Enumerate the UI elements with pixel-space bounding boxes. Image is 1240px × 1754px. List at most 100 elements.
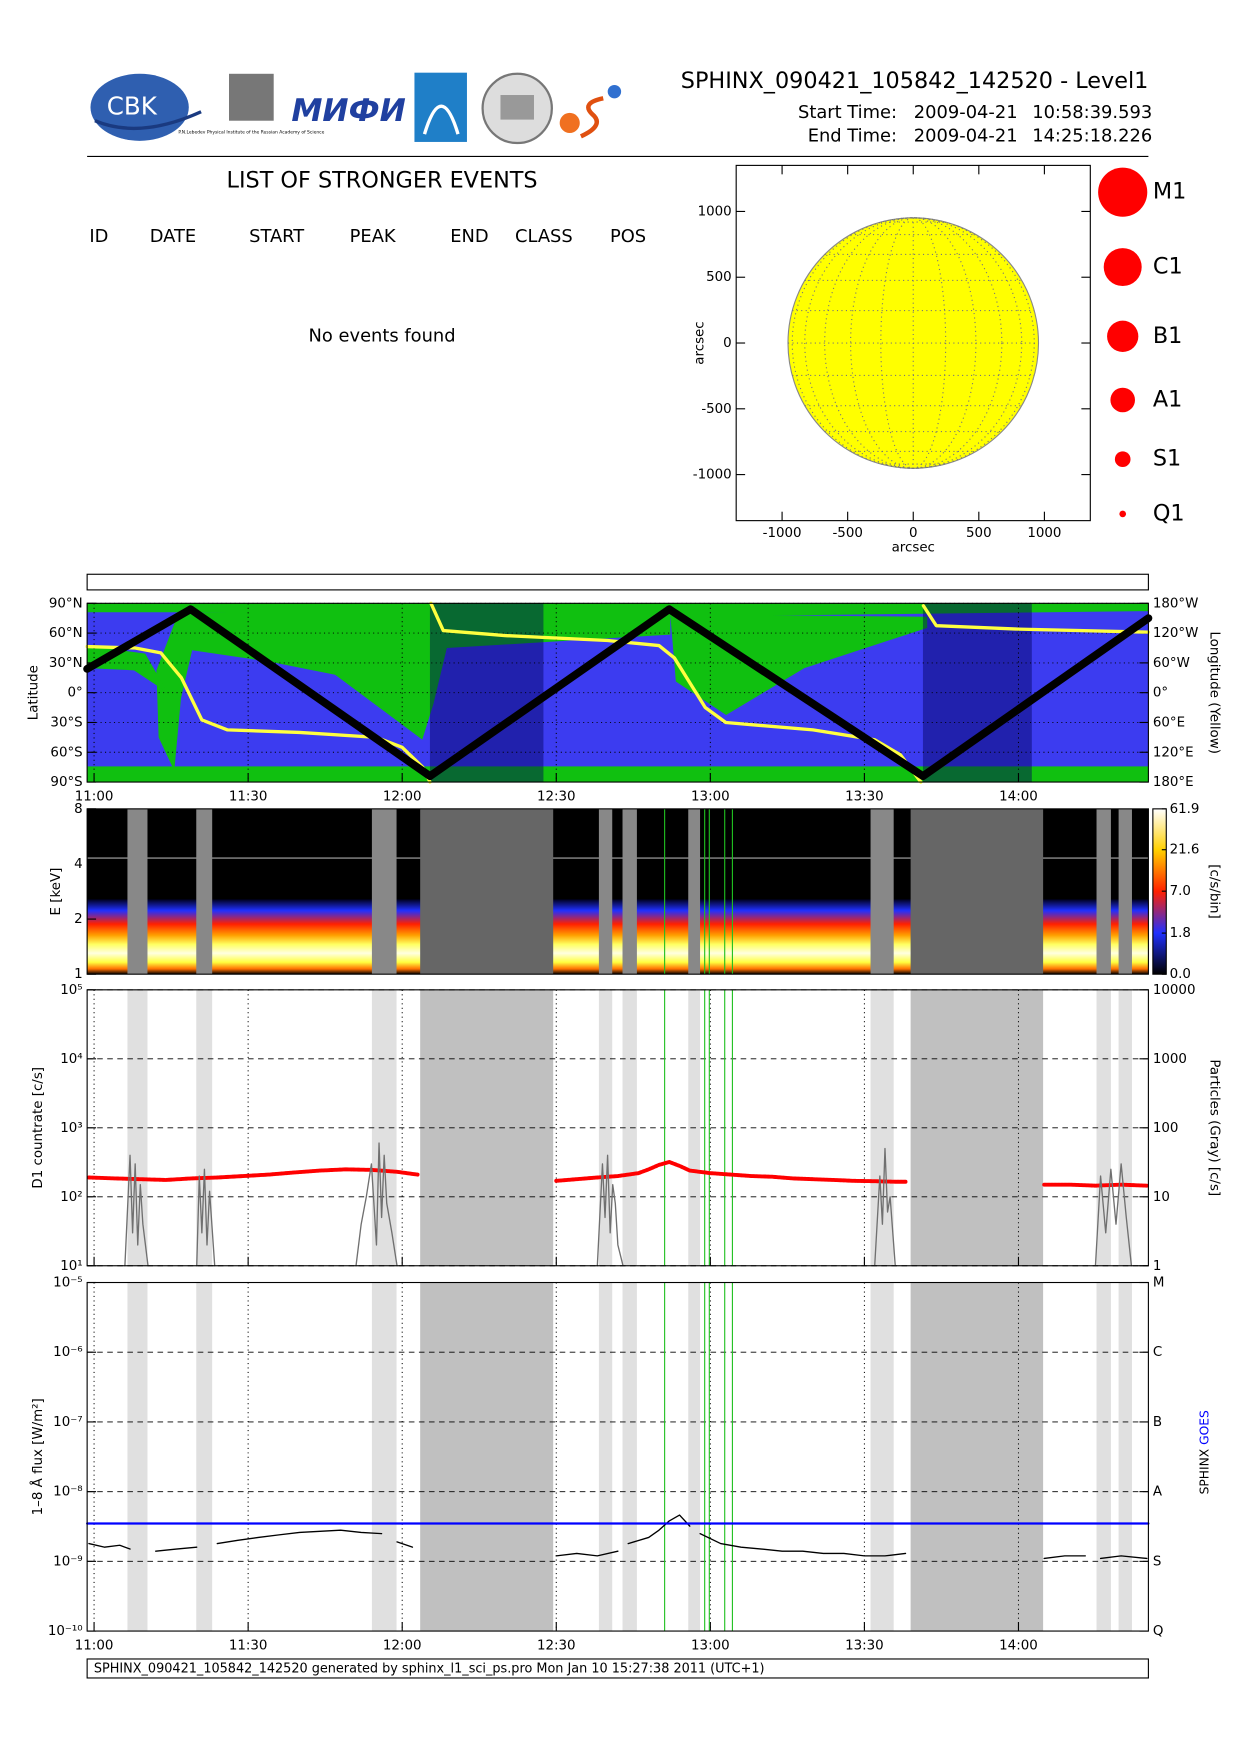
legend-dot (1107, 320, 1139, 352)
y-axis-label: arcsec (692, 321, 707, 364)
data-gap (870, 1282, 894, 1632)
y-tick-label: 8 (74, 802, 83, 817)
data-gap (688, 1282, 701, 1632)
y-tick-label: 30°N (49, 656, 83, 671)
x-tick-label: 14:00 (999, 790, 1038, 805)
y-tick-label: -500 (701, 402, 731, 417)
legend-dot (1103, 248, 1142, 287)
info-box (86, 573, 1149, 591)
y-tick-label: 10⁻⁹ (53, 1554, 82, 1569)
x-tick-label: 13:30 (845, 790, 884, 805)
data-gap (622, 808, 637, 975)
data-gap (196, 1282, 213, 1632)
logo-globe (607, 84, 622, 99)
y2-axis-label: Particles (Gray) [c/s] (1206, 1059, 1221, 1196)
logo-caption: P.N.Lebedev Physical Institute of the Ru… (178, 129, 324, 135)
x-tick-label: -1000 (763, 526, 802, 541)
data-gap (127, 808, 148, 975)
data-gap (196, 808, 213, 975)
logos: CBK P.N.Lebedev Physical Institute of th… (90, 72, 622, 145)
end-time: 14:25:18.226 (1032, 125, 1152, 146)
y2-tick-label: 180°W (1153, 596, 1199, 611)
y2-tick-label: 180°E (1153, 775, 1194, 790)
axes-frame (86, 808, 1149, 975)
y2-tick-label: 1 (1153, 1259, 1162, 1274)
start-date: 2009-04-21 (914, 102, 1018, 123)
y-tick-label: 0 (723, 336, 732, 351)
land-south (87, 766, 1149, 783)
colorbar-label: 7.0 (1170, 884, 1191, 899)
events-message: No events found (309, 325, 456, 346)
y2-axis-label: Longitude (Yellow) (1206, 631, 1221, 754)
y-tick-label: 2 (74, 912, 83, 927)
y-tick-label: 90°N (49, 596, 83, 611)
legend-label: Q1 (1153, 500, 1185, 526)
y-tick-label: 10¹ (60, 1259, 82, 1274)
colorbar-label: 21.6 (1170, 843, 1200, 858)
y-tick-label: 60°S (50, 745, 82, 760)
y-axis-label: 1–8 Å flux [W/m²] (29, 1398, 46, 1515)
land (87, 603, 1149, 783)
y2-tick-label: Q (1153, 1624, 1164, 1639)
data-gap (371, 1282, 397, 1632)
land-mass (156, 612, 671, 771)
column-header: ID (89, 226, 108, 247)
legend-label: C1 (1153, 254, 1183, 280)
colorbar-label: 61.9 (1170, 802, 1200, 817)
series-line (88, 1514, 1148, 1560)
column-header: PEAK (350, 226, 397, 247)
footer-box (86, 1658, 1149, 1679)
y2-tick-label: A (1153, 1485, 1163, 1500)
x-axis-label: arcsec (892, 540, 935, 555)
x-tick-label: 12:00 (383, 1639, 422, 1654)
series-line (83, 605, 1153, 781)
land-east (670, 614, 928, 716)
y2-tick-label: S (1153, 1554, 1162, 1569)
legend: SPHINX GOES (1197, 1410, 1211, 1494)
y-tick-label: 10⁻¹⁰ (48, 1624, 83, 1639)
report-title: SPHINX_090421_105842_142520 - Level1 (681, 68, 1149, 94)
data-gap (371, 808, 397, 975)
data-gap (910, 1282, 1044, 1632)
data-gap (910, 808, 1044, 975)
x-tick-label: 13:00 (691, 790, 730, 805)
y2-tick-label: 10 (1153, 1190, 1170, 1205)
events-title: LIST OF STRONGER EVENTS (227, 168, 538, 194)
x-tick-label: -500 (832, 526, 862, 541)
x-tick-label: 11:00 (75, 790, 114, 805)
legend-label: B1 (1153, 323, 1183, 349)
y2-tick-label: M (1153, 1276, 1165, 1291)
y-axis-label: Latitude (27, 665, 42, 720)
legend-dot (1114, 451, 1131, 468)
data-gap (688, 808, 701, 975)
x-tick-label: 12:30 (537, 1639, 576, 1654)
y-axis-label: E [keV] (49, 868, 64, 916)
series-line (124, 1142, 1133, 1267)
legend-dot (1110, 387, 1135, 413)
logo-text: CBK (107, 91, 158, 120)
y-tick-label: 1 (74, 967, 83, 982)
x-tick-label: 14:00 (999, 1639, 1038, 1654)
x-tick-label: 12:30 (537, 790, 576, 805)
y-tick-label: 1000 (698, 204, 732, 219)
colorbar-label: 1.8 (1170, 926, 1191, 941)
x-tick-label: 1000 (1027, 526, 1061, 541)
column-header: CLASS (515, 226, 573, 247)
x-tick-label: 0 (909, 526, 918, 541)
y-tick-label: 90°S (50, 775, 82, 790)
column-header: START (249, 226, 304, 247)
y-tick-label: 30°S (50, 715, 82, 730)
x-tick-label: 11:30 (229, 790, 268, 805)
axes-frame (86, 602, 1149, 783)
start-label: Start Time: (798, 102, 897, 123)
y2-tick-label: 120°W (1153, 626, 1199, 641)
y2-tick-label: C (1153, 1345, 1162, 1360)
legend-label: A1 (1153, 386, 1182, 412)
y-tick-label: 4 (74, 857, 83, 872)
x-tick-label: 13:00 (691, 1639, 730, 1654)
logo-building (500, 95, 534, 120)
y-tick-label: 60°N (49, 626, 83, 641)
logo-s (579, 96, 604, 139)
